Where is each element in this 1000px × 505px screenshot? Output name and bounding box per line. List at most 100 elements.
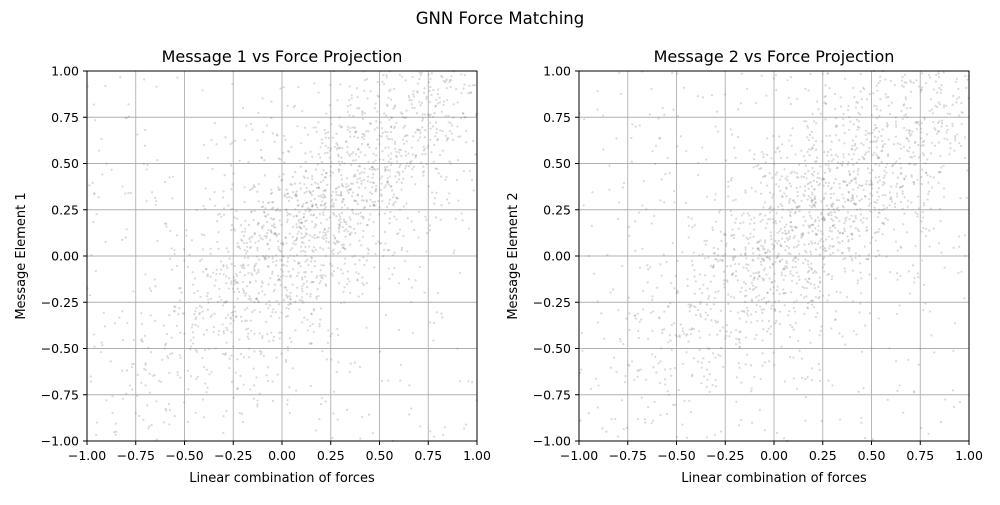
- data-point: [933, 126, 936, 130]
- data-point: [387, 154, 390, 157]
- data-point: [266, 265, 270, 268]
- data-point: [340, 156, 343, 159]
- data-point: [93, 345, 96, 348]
- data-point: [353, 199, 356, 203]
- data-point: [301, 110, 304, 113]
- data-point: [362, 215, 365, 219]
- data-point: [633, 314, 637, 318]
- data-point: [240, 239, 244, 243]
- data-point: [895, 125, 898, 128]
- data-point: [934, 128, 937, 131]
- data-point: [742, 281, 746, 284]
- data-point: [371, 185, 374, 189]
- data-point: [250, 187, 254, 190]
- data-point: [814, 232, 818, 235]
- data-point: [379, 177, 382, 180]
- data-point: [639, 368, 642, 371]
- data-point: [176, 371, 179, 374]
- data-point: [408, 413, 411, 416]
- data-point: [173, 252, 176, 255]
- data-point: [228, 357, 231, 360]
- data-point: [937, 130, 940, 133]
- data-point: [920, 137, 923, 140]
- data-point: [378, 287, 381, 290]
- data-point: [173, 249, 176, 252]
- data-point: [707, 297, 710, 300]
- data-point: [291, 191, 295, 194]
- data-point: [304, 275, 307, 278]
- data-point: [365, 223, 369, 227]
- data-point: [889, 112, 892, 116]
- data-point: [243, 274, 247, 277]
- data-point: [194, 349, 197, 352]
- data-point: [858, 126, 861, 129]
- data-point: [309, 384, 312, 387]
- data-point: [433, 143, 436, 147]
- data-point: [247, 298, 250, 301]
- data-point: [339, 221, 342, 224]
- data-point: [395, 232, 399, 236]
- data-point: [305, 219, 308, 222]
- data-point: [282, 86, 285, 89]
- data-point: [788, 309, 791, 313]
- data-point: [814, 227, 817, 230]
- data-point: [801, 285, 804, 288]
- data-point: [333, 213, 336, 216]
- data-point: [252, 218, 255, 222]
- data-point: [730, 214, 733, 217]
- data-point: [732, 296, 736, 299]
- data-point: [773, 280, 776, 283]
- data-point: [803, 185, 807, 188]
- data-point: [862, 188, 865, 192]
- data-point: [790, 208, 793, 211]
- data-point: [253, 301, 256, 304]
- data-point: [627, 225, 631, 229]
- data-point: [762, 279, 765, 282]
- x-axis-label: Linear combination of forces: [681, 471, 867, 486]
- data-point: [437, 172, 440, 175]
- data-point: [419, 129, 422, 132]
- data-point: [796, 176, 799, 179]
- data-point: [927, 73, 930, 77]
- data-point: [708, 361, 711, 364]
- data-point: [719, 258, 722, 261]
- data-point: [807, 281, 810, 284]
- data-point: [783, 380, 786, 383]
- data-point: [389, 125, 393, 129]
- data-point: [877, 195, 880, 198]
- data-point: [890, 185, 893, 188]
- data-point: [755, 165, 758, 168]
- data-point: [178, 353, 181, 357]
- data-point: [810, 206, 814, 209]
- data-point: [331, 204, 334, 207]
- data-point: [699, 300, 702, 304]
- data-point: [406, 217, 409, 220]
- data-point: [844, 257, 847, 260]
- data-point: [300, 240, 304, 244]
- data-point: [217, 247, 220, 251]
- data-point: [164, 343, 167, 347]
- data-point: [622, 181, 626, 185]
- data-point: [841, 335, 844, 338]
- data-point: [356, 177, 359, 181]
- data-point: [843, 267, 846, 270]
- data-point: [222, 332, 225, 335]
- data-point: [255, 297, 258, 300]
- data-point: [619, 340, 622, 343]
- data-point: [763, 248, 766, 251]
- data-point: [275, 254, 278, 257]
- data-point: [385, 76, 388, 79]
- data-point: [400, 181, 403, 184]
- data-point: [667, 305, 670, 308]
- data-point: [332, 234, 335, 237]
- data-point: [809, 214, 812, 217]
- data-point: [838, 182, 841, 185]
- data-point: [253, 233, 256, 236]
- data-point: [811, 242, 814, 245]
- data-point: [342, 198, 345, 201]
- data-point: [903, 177, 906, 180]
- data-point: [205, 268, 208, 271]
- data-point: [407, 278, 410, 281]
- data-point: [356, 148, 360, 151]
- data-point: [739, 222, 742, 225]
